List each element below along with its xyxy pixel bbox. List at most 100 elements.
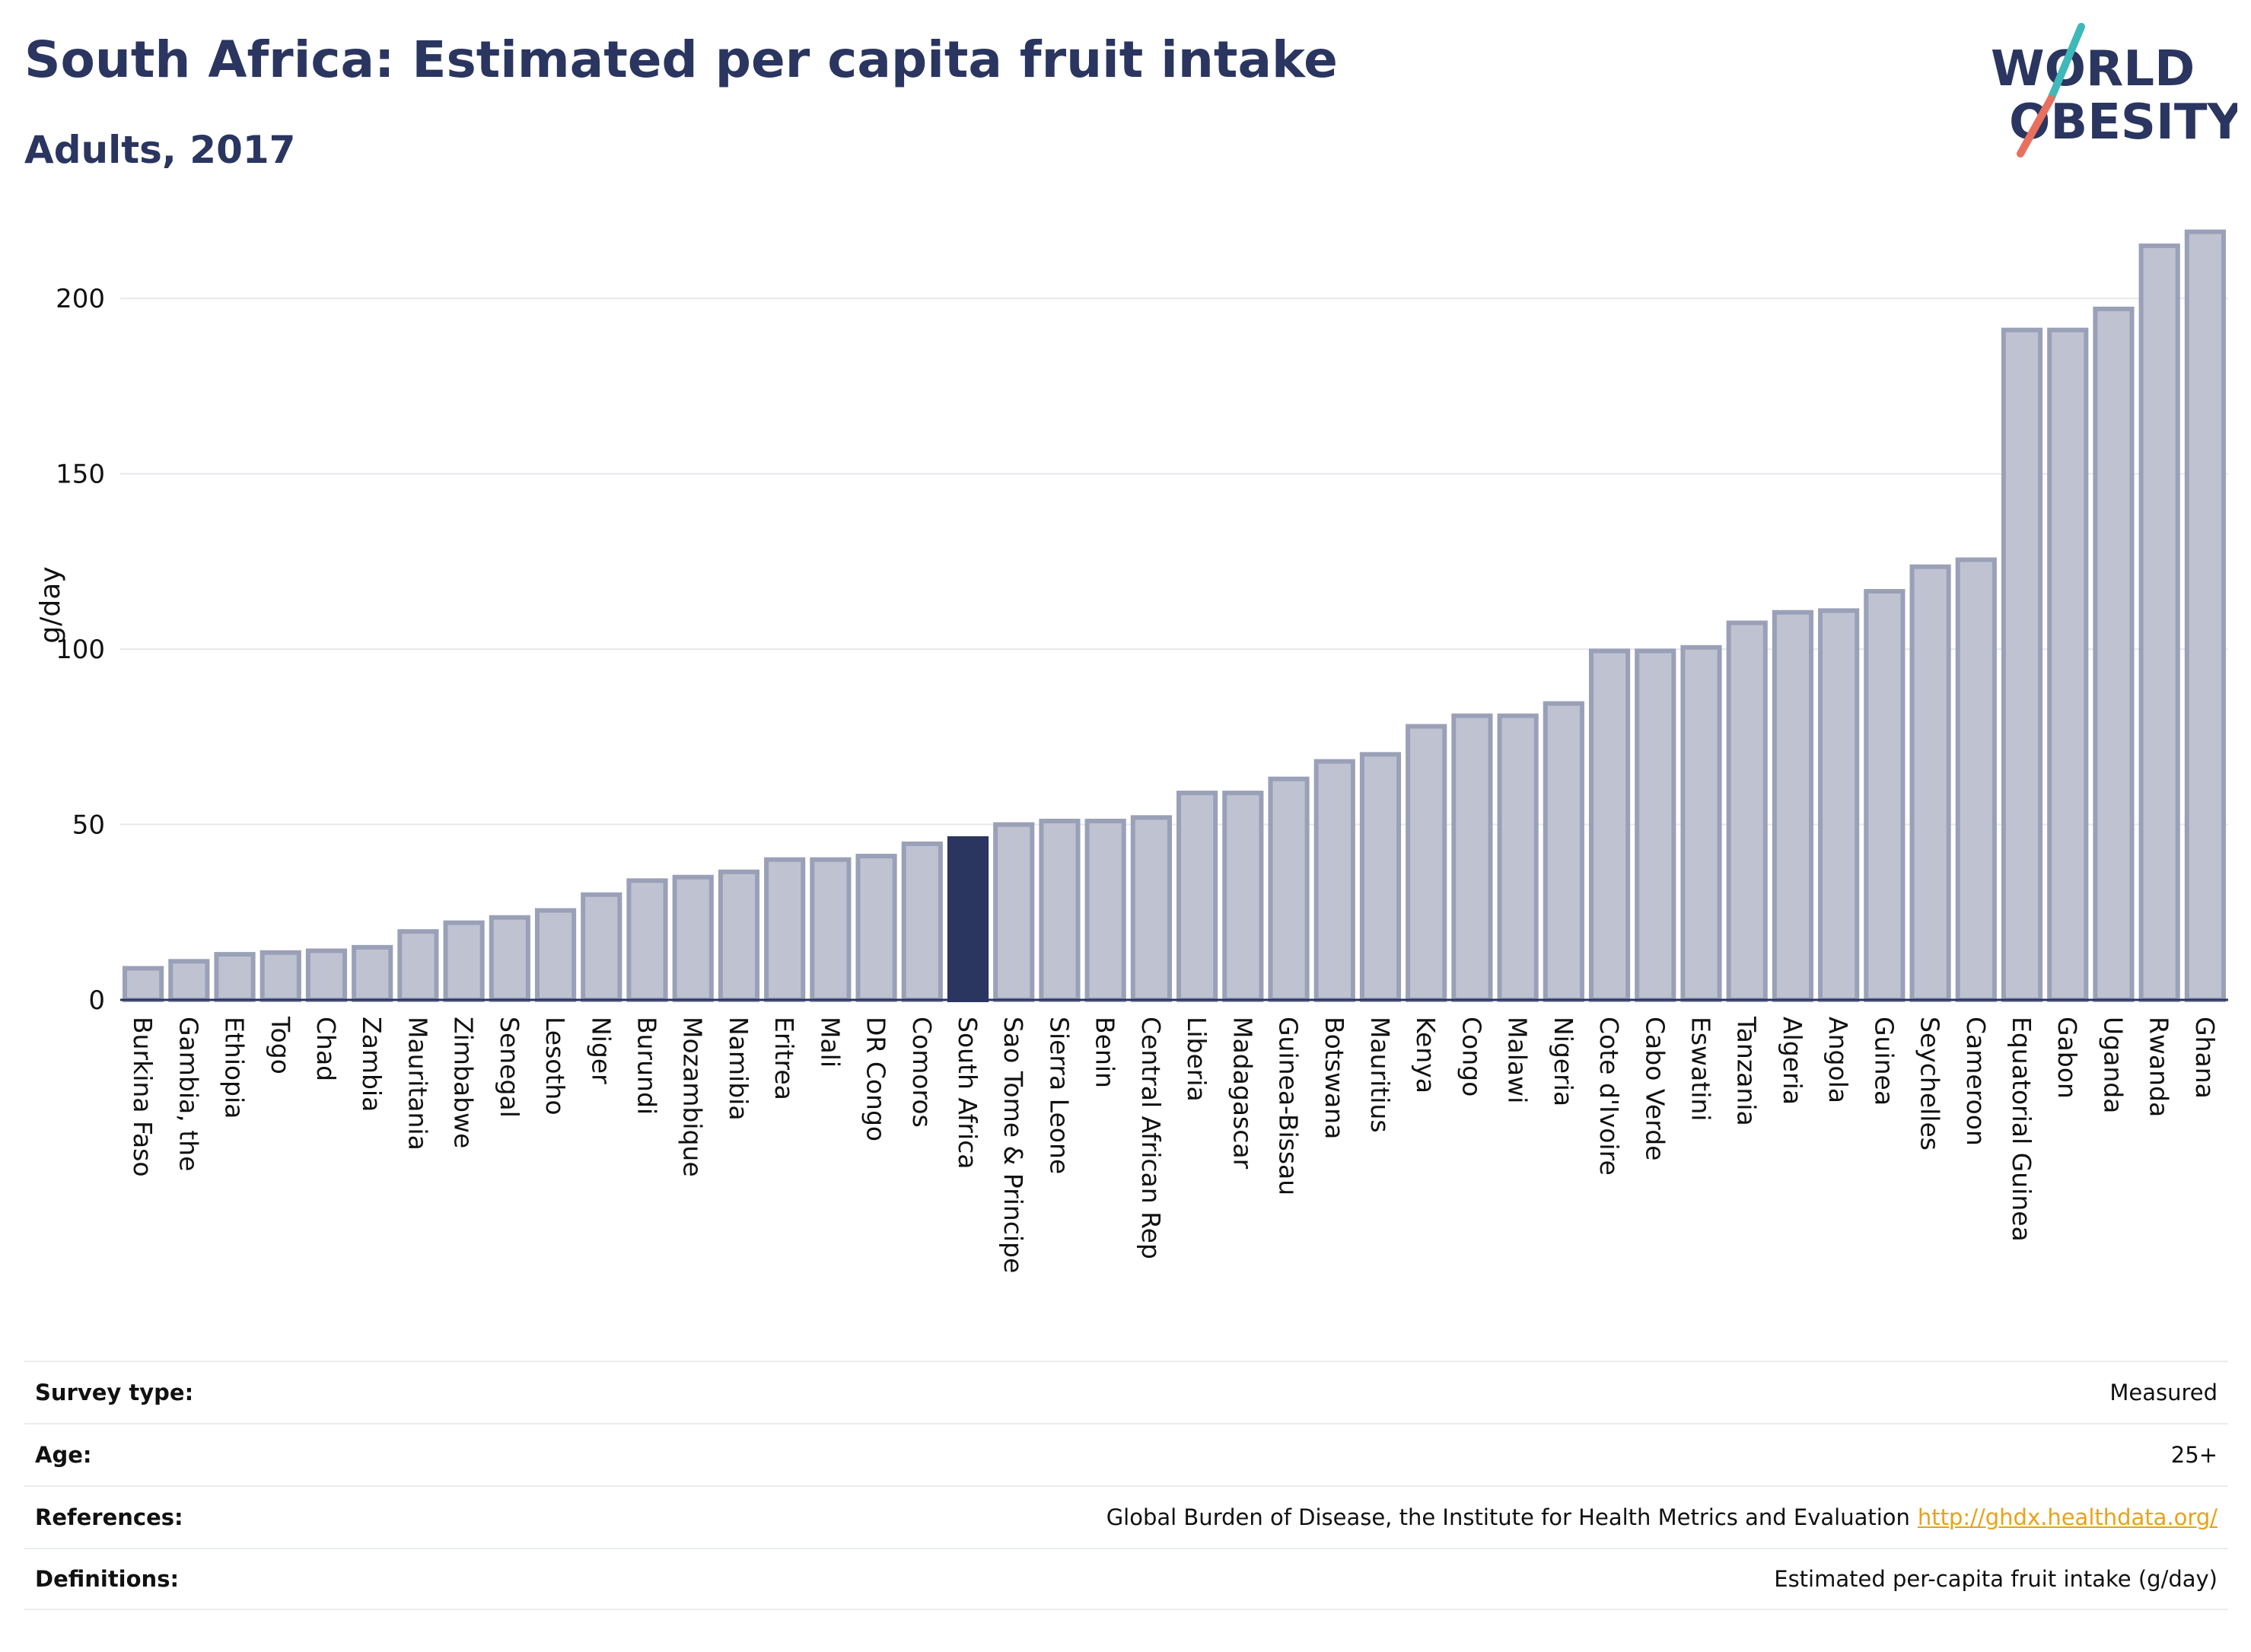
x-tick-label: Congo — [1457, 1017, 1486, 1097]
x-tick-label: Angola — [1823, 1017, 1853, 1103]
info-value: Global Burden of Disease, the Institute … — [1106, 1504, 2218, 1530]
x-tick-label: Lesotho — [540, 1017, 570, 1116]
y-axis-ticks: 0 50 100 150 200 — [56, 284, 105, 1016]
x-tick-label: Ghana — [2190, 1017, 2220, 1099]
info-label: Age: — [35, 1442, 92, 1468]
bar — [1130, 815, 1172, 1002]
x-tick-label: Madagascar — [1227, 1017, 1257, 1170]
bar — [993, 822, 1035, 1002]
bar — [123, 966, 164, 1003]
logo-line1: WORLD — [1991, 41, 2195, 97]
bar — [2093, 307, 2135, 1002]
bar — [672, 874, 714, 1002]
bar — [1084, 818, 1126, 1003]
bar — [1772, 610, 1814, 1002]
x-tick-label: Rwanda — [2144, 1017, 2174, 1117]
x-tick-label: Niger — [586, 1017, 616, 1084]
x-tick-label: Cameroon — [1961, 1017, 1991, 1146]
x-tick-label: Burkina Faso — [128, 1017, 158, 1177]
bar — [581, 892, 622, 1003]
bar — [1543, 701, 1584, 1002]
y-tick-label: 0 — [88, 985, 105, 1016]
x-tick-label: Zimbabwe — [449, 1017, 479, 1148]
x-tick-label: Mali — [815, 1017, 845, 1068]
x-tick-label: Mauritania — [403, 1017, 432, 1151]
bar — [534, 908, 577, 1002]
x-tick-label: Tanzania — [1732, 1016, 1762, 1126]
bar — [626, 878, 668, 1002]
x-tick-label: South Africa — [953, 1017, 982, 1170]
x-axis-ticks: Burkina Faso Gambia, the Ethiopia Togo Chad Z… — [128, 1016, 2220, 1273]
world-obesity-logo: WORLD OBESITY — [1991, 23, 2237, 158]
bar — [1818, 608, 1860, 1003]
bar — [443, 920, 485, 1002]
bar — [1176, 791, 1218, 1002]
info-value-text: Measured — [2109, 1380, 2218, 1405]
info-row: References: Global Burden of Disease, the… — [24, 1485, 2228, 1548]
bar — [1864, 589, 1906, 1002]
bar — [2001, 327, 2043, 1002]
bar — [1955, 557, 1997, 1002]
y-tick-label: 50 — [72, 810, 105, 841]
bar — [1406, 724, 1447, 1002]
x-tick-label: Guinea — [1869, 1017, 1899, 1106]
x-tick-label: Botswana — [1320, 1017, 1349, 1139]
info-value: Estimated per-capita fruit intake (g/day… — [1774, 1566, 2218, 1592]
info-value-text: Global Burden of Disease, the Institute … — [1106, 1504, 1910, 1530]
info-label: References: — [35, 1504, 183, 1530]
bar — [2138, 244, 2180, 1002]
bars — [123, 229, 2226, 1003]
bar — [1680, 645, 1722, 1002]
x-tick-label: Eritrea — [769, 1017, 799, 1100]
x-tick-label: Malawi — [1503, 1017, 1533, 1103]
x-tick-label: Cabo Verde — [1640, 1017, 1670, 1160]
bar — [1909, 564, 1951, 1002]
bar — [214, 952, 256, 1002]
x-tick-label: Eswatini — [1686, 1017, 1716, 1121]
info-value-text: Estimated per-capita fruit intake (g/day… — [1774, 1566, 2218, 1592]
x-tick-label: Benin — [1090, 1017, 1120, 1088]
bar — [855, 854, 897, 1002]
bar — [2047, 327, 2089, 1002]
chart-subtitle: Adults, 2017 — [24, 128, 296, 172]
bar-chart: 0 50 100 150 200 Burkina Faso Gambia, the Ethi… — [35, 229, 2228, 1273]
bar — [1268, 776, 1310, 1002]
bar — [1222, 791, 1264, 1002]
bar — [1313, 759, 1355, 1003]
x-tick-label: Nigeria — [1549, 1017, 1578, 1106]
x-tick-label: Cote d'Ivoire — [1594, 1017, 1624, 1176]
y-axis-label: g/day — [35, 566, 66, 643]
x-tick-label: Zambia — [357, 1017, 387, 1112]
reference-link[interactable]: http://ghdx.healthdata.org/ — [1917, 1504, 2218, 1530]
x-tick-label: Mozambique — [678, 1017, 708, 1177]
bar — [489, 915, 530, 1003]
info-value: Measured — [2109, 1380, 2218, 1405]
info-label: Survey type: — [35, 1380, 194, 1405]
bar — [1497, 713, 1539, 1002]
info-value: 25+ — [2171, 1442, 2218, 1468]
x-tick-label: Chad — [311, 1017, 341, 1081]
x-tick-label: Togo — [266, 1016, 295, 1074]
x-tick-label: Equatorial Guinea — [2007, 1017, 2036, 1242]
bar — [1451, 713, 1493, 1002]
x-tick-label: Guinea-Bissau — [1274, 1017, 1304, 1195]
bar — [259, 950, 301, 1002]
bar — [1039, 818, 1081, 1003]
bar — [718, 869, 760, 1002]
bar — [1588, 648, 1631, 1002]
bar — [305, 948, 348, 1003]
bar — [764, 857, 806, 1002]
y-tick-label: 200 — [56, 284, 105, 314]
x-tick-label: Uganda — [2098, 1017, 2128, 1113]
info-row: Definitions: Estimated per-capita fruit i… — [24, 1548, 2228, 1610]
x-tick-label: Gabon — [2052, 1017, 2082, 1099]
x-tick-label: Sierra Leone — [1044, 1017, 1074, 1174]
info-label: Definitions: — [35, 1566, 180, 1592]
x-tick-label: Algeria — [1778, 1017, 1807, 1105]
info-row: Age: 25+ — [24, 1423, 2228, 1485]
info-table: Survey type: Measured Age: 25+ References: Gl… — [24, 1361, 2228, 1610]
x-tick-label: Kenya — [1411, 1017, 1441, 1093]
y-tick-label: 100 — [56, 635, 105, 665]
x-tick-label: Burundi — [632, 1017, 662, 1115]
bar — [168, 959, 210, 1003]
